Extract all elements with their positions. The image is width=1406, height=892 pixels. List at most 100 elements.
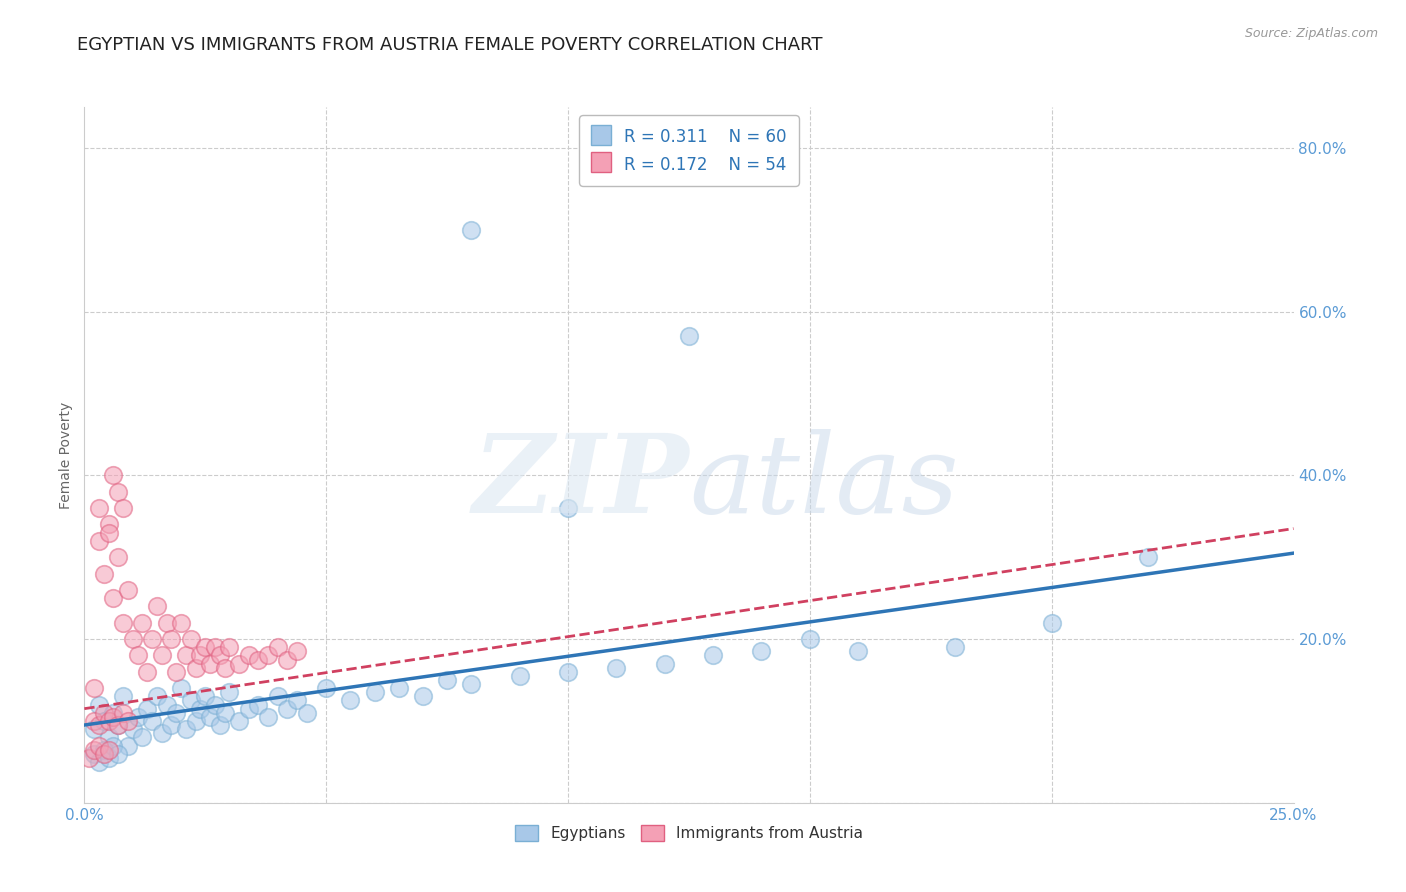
Point bbox=[174, 648, 197, 663]
Point bbox=[83, 714, 105, 728]
Point bbox=[170, 681, 193, 696]
Point bbox=[160, 718, 183, 732]
Point bbox=[87, 739, 110, 753]
Point bbox=[146, 599, 169, 614]
Point bbox=[112, 690, 135, 704]
Point bbox=[228, 714, 250, 728]
Point bbox=[87, 501, 110, 516]
Point bbox=[388, 681, 411, 696]
Point bbox=[846, 644, 869, 658]
Point bbox=[654, 657, 676, 671]
Point bbox=[247, 652, 270, 666]
Point bbox=[184, 661, 207, 675]
Point bbox=[117, 582, 139, 597]
Point bbox=[87, 698, 110, 712]
Point bbox=[83, 747, 105, 761]
Point bbox=[93, 742, 115, 756]
Point bbox=[103, 706, 125, 720]
Point bbox=[131, 731, 153, 745]
Legend: Egyptians, Immigrants from Austria: Egyptians, Immigrants from Austria bbox=[509, 819, 869, 847]
Point bbox=[107, 550, 129, 565]
Point bbox=[136, 701, 159, 715]
Point bbox=[412, 690, 434, 704]
Point bbox=[315, 681, 337, 696]
Point bbox=[436, 673, 458, 687]
Point bbox=[121, 722, 143, 736]
Point bbox=[146, 690, 169, 704]
Point bbox=[285, 693, 308, 707]
Point bbox=[83, 742, 105, 756]
Point bbox=[150, 648, 173, 663]
Point bbox=[103, 710, 125, 724]
Point bbox=[112, 501, 135, 516]
Point bbox=[150, 726, 173, 740]
Point bbox=[155, 615, 177, 630]
Point bbox=[112, 706, 135, 720]
Point bbox=[238, 701, 260, 715]
Point bbox=[276, 652, 298, 666]
Point bbox=[107, 747, 129, 761]
Point bbox=[460, 223, 482, 237]
Y-axis label: Female Poverty: Female Poverty bbox=[59, 401, 73, 508]
Point bbox=[194, 640, 217, 655]
Point bbox=[198, 710, 221, 724]
Point bbox=[93, 747, 115, 761]
Point bbox=[103, 739, 125, 753]
Point bbox=[460, 677, 482, 691]
Point bbox=[214, 706, 236, 720]
Point bbox=[557, 665, 579, 679]
Point bbox=[127, 710, 149, 724]
Point bbox=[83, 722, 105, 736]
Point bbox=[77, 751, 100, 765]
Point bbox=[267, 640, 290, 655]
Point bbox=[131, 615, 153, 630]
Point bbox=[107, 484, 129, 499]
Point bbox=[194, 690, 217, 704]
Point bbox=[276, 701, 298, 715]
Point bbox=[339, 693, 361, 707]
Text: EGYPTIAN VS IMMIGRANTS FROM AUSTRIA FEMALE POVERTY CORRELATION CHART: EGYPTIAN VS IMMIGRANTS FROM AUSTRIA FEMA… bbox=[77, 36, 823, 54]
Point bbox=[285, 644, 308, 658]
Point bbox=[702, 648, 724, 663]
Point bbox=[557, 501, 579, 516]
Point bbox=[127, 648, 149, 663]
Text: ZIP: ZIP bbox=[472, 429, 689, 536]
Point bbox=[107, 718, 129, 732]
Point bbox=[198, 657, 221, 671]
Point bbox=[97, 731, 120, 745]
Point bbox=[97, 751, 120, 765]
Point bbox=[87, 755, 110, 769]
Point bbox=[363, 685, 385, 699]
Point bbox=[103, 468, 125, 483]
Point bbox=[228, 657, 250, 671]
Point bbox=[678, 329, 700, 343]
Point bbox=[103, 591, 125, 606]
Point bbox=[160, 632, 183, 646]
Point bbox=[155, 698, 177, 712]
Point bbox=[93, 714, 115, 728]
Point bbox=[87, 533, 110, 548]
Point bbox=[141, 632, 163, 646]
Point bbox=[141, 714, 163, 728]
Point bbox=[93, 566, 115, 581]
Point bbox=[121, 632, 143, 646]
Point bbox=[83, 681, 105, 696]
Point bbox=[208, 718, 231, 732]
Point bbox=[165, 665, 187, 679]
Point bbox=[184, 714, 207, 728]
Point bbox=[97, 517, 120, 532]
Point bbox=[180, 632, 202, 646]
Point bbox=[117, 739, 139, 753]
Text: atlas: atlas bbox=[689, 429, 959, 536]
Point bbox=[136, 665, 159, 679]
Point bbox=[799, 632, 821, 646]
Text: Source: ZipAtlas.com: Source: ZipAtlas.com bbox=[1244, 27, 1378, 40]
Point bbox=[257, 710, 280, 724]
Point bbox=[180, 693, 202, 707]
Point bbox=[267, 690, 290, 704]
Point bbox=[247, 698, 270, 712]
Point bbox=[97, 742, 120, 756]
Point bbox=[238, 648, 260, 663]
Point bbox=[218, 685, 240, 699]
Point bbox=[97, 525, 120, 540]
